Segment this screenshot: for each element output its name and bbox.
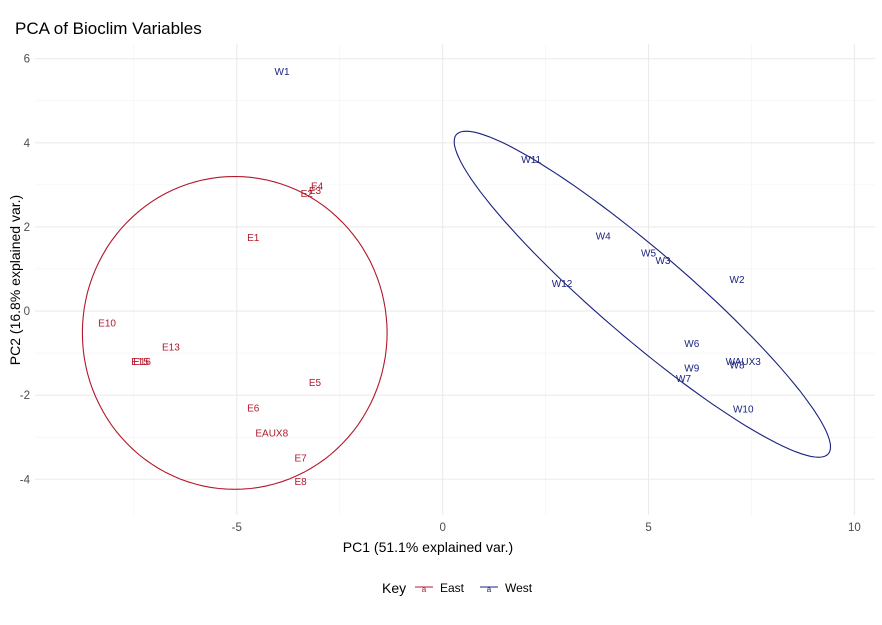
y-tick-label: 4 <box>24 138 31 150</box>
x-axis-title: PC1 (51.1% explained var.) <box>343 539 513 555</box>
ellipse-west <box>453 130 832 458</box>
x-tick-label: -5 <box>232 522 242 534</box>
point-label-w10: W10 <box>733 405 754 416</box>
point-label-w1: W1 <box>275 67 290 78</box>
x-tick-label: 10 <box>848 522 861 534</box>
point-label-e4: E4 <box>311 182 324 193</box>
point-label-e10: E10 <box>98 318 116 329</box>
legend-key-glyph-east: a <box>422 585 427 594</box>
point-label-e2: E2 <box>301 189 314 200</box>
tick-labels: -5 0 5 10 -4 -2 0 2 4 6 <box>20 54 861 534</box>
point-label-waux3: WAUX3 <box>726 357 762 368</box>
point-label-w5: W5 <box>641 249 656 260</box>
point-label-e6: E6 <box>247 403 260 414</box>
confidence-ellipses <box>81 130 832 490</box>
gridlines <box>35 44 875 515</box>
y-tick-label: 0 <box>24 306 30 318</box>
legend-title: Key <box>382 580 406 596</box>
y-axis-title: PC2 (16.8% explained var.) <box>7 195 23 365</box>
point-label-e8: E8 <box>294 477 307 488</box>
point-label-e3: E3 <box>309 186 322 197</box>
legend-label-east: East <box>440 581 465 595</box>
x-tick-label: 5 <box>645 522 651 534</box>
legend-key-glyph-west: a <box>487 585 492 594</box>
point-label-w6: W6 <box>684 339 699 350</box>
y-tick-label: 2 <box>24 222 30 234</box>
ellipse-east <box>81 175 388 490</box>
point-labels: E1E2E3E4E5E6E7E8EAUX8E10E13E15E16W1W2W3W… <box>98 67 761 488</box>
point-label-e1: E1 <box>247 233 260 244</box>
legend: Key a East a West <box>382 580 533 596</box>
point-label-w3: W3 <box>655 256 670 267</box>
point-label-w12: W12 <box>552 279 573 290</box>
point-label-e7: E7 <box>294 454 307 465</box>
y-tick-label: 6 <box>24 54 30 66</box>
chart-title: PCA of Bioclim Variables <box>15 19 202 38</box>
x-tick-label: 0 <box>439 522 445 534</box>
point-label-e5: E5 <box>309 378 322 389</box>
point-label-w2: W2 <box>730 275 745 286</box>
point-label-w7: W7 <box>676 374 691 385</box>
point-label-e13: E13 <box>162 342 180 353</box>
point-label-w9: W9 <box>684 363 699 374</box>
point-label-w8: W8 <box>730 360 745 371</box>
point-label-eaux8: EAUX8 <box>255 428 288 439</box>
point-label-e15: E15 <box>131 357 149 368</box>
point-label-e16: E16 <box>133 357 151 368</box>
y-tick-label: -4 <box>20 474 31 486</box>
legend-label-west: West <box>505 581 533 595</box>
point-label-w4: W4 <box>596 232 611 243</box>
point-label-w11: W11 <box>521 155 541 166</box>
y-tick-label: -2 <box>20 390 30 402</box>
